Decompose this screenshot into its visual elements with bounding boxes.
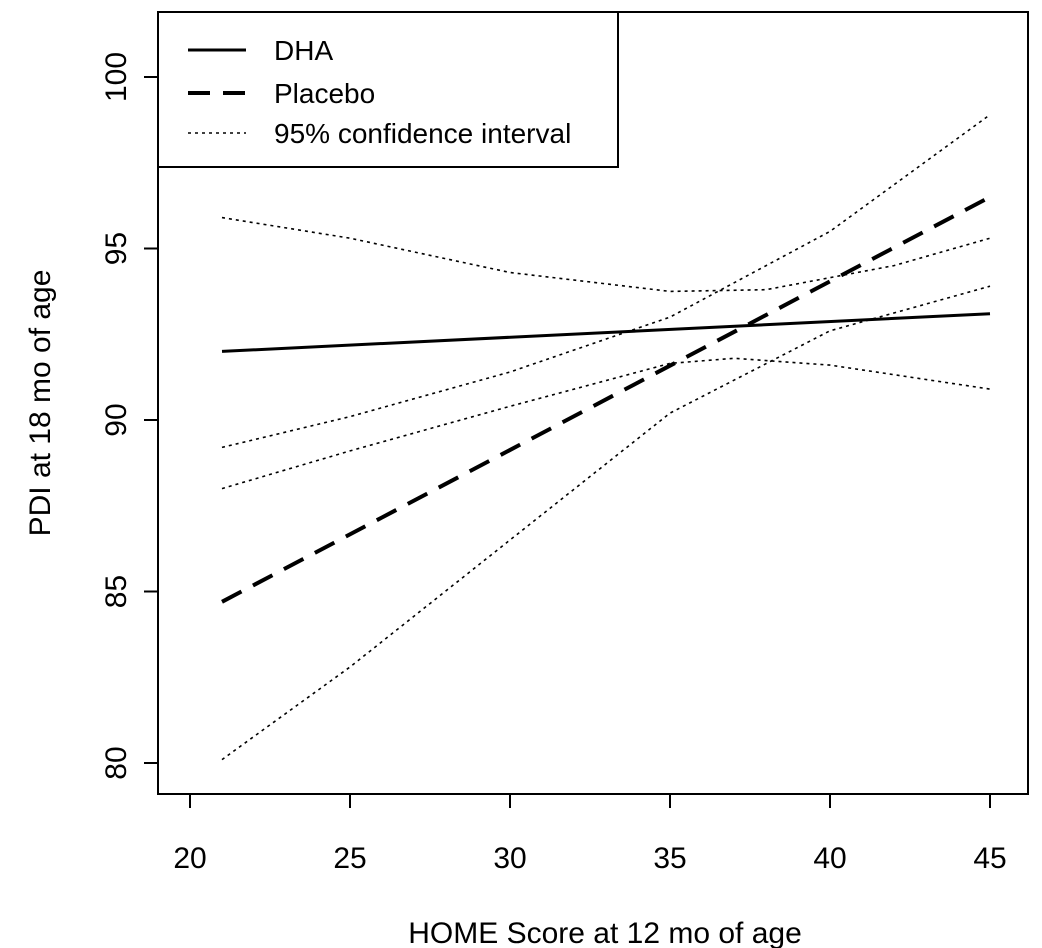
series-line-dha (221, 312, 991, 353)
x-tick-label: 40 (813, 842, 846, 875)
x-tick-label: 20 (173, 842, 206, 875)
series-line-dha-95-ci-lower (221, 357, 991, 490)
y-axis-title: PDI at 18 mo of age (24, 270, 57, 537)
legend-label: 95% confidence interval (274, 118, 571, 149)
series-line-placebo (221, 195, 991, 604)
series-layer (221, 114, 991, 761)
x-axis-title: HOME Score at 12 mo of age (408, 917, 802, 948)
legend-box (157, 11, 619, 168)
y-tick-label: 85 (100, 575, 133, 608)
y-tick-label: 80 (100, 746, 133, 779)
x-tick-label: 25 (333, 842, 366, 875)
series-line-placebo-95-ci-lower (221, 285, 991, 761)
y-axis: 80 85 90 95 100 (100, 52, 159, 780)
legend-label: Placebo (274, 78, 375, 109)
x-tick-label: 30 (493, 842, 526, 875)
series-line-dha-95-ci-upper (221, 216, 991, 293)
x-axis: 20 25 30 35 40 45 (173, 793, 1007, 875)
series-line-placebo-95-ci-upper (221, 114, 991, 449)
x-tick-label: 45 (973, 842, 1006, 875)
x-tick-label: 35 (653, 842, 686, 875)
legend-label: DHA (274, 35, 333, 66)
legend: DHA Placebo 95% confidence interval (157, 11, 619, 168)
y-tick-label: 95 (100, 232, 133, 265)
y-tick-label: 100 (100, 52, 133, 102)
y-tick-label: 90 (100, 403, 133, 436)
